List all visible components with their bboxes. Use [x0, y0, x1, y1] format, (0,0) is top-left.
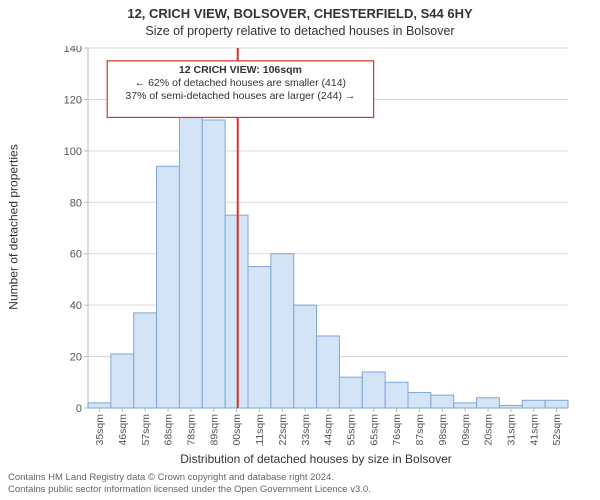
histogram-bar — [111, 354, 134, 408]
svg-text:60: 60 — [70, 249, 82, 261]
svg-text:220sqm: 220sqm — [483, 414, 495, 446]
svg-text:122sqm: 122sqm — [277, 414, 289, 446]
x-axis-label: Distribution of detached houses by size … — [60, 452, 572, 466]
svg-text:57sqm: 57sqm — [140, 414, 152, 446]
histogram-bar — [294, 305, 317, 408]
svg-text:252sqm: 252sqm — [551, 414, 563, 446]
y-axis-label: Number of detached properties — [6, 46, 22, 408]
svg-text:133sqm: 133sqm — [300, 414, 312, 446]
histogram-bar — [522, 400, 545, 408]
chart-svg: 0 20 40 60 80 100 120 140 35sqm 46sqm 57sqm 68sqm 78… — [60, 46, 572, 446]
histogram-bar — [225, 215, 248, 408]
svg-text:140: 140 — [64, 46, 82, 55]
svg-text:80: 80 — [70, 197, 82, 209]
svg-text:144sqm: 144sqm — [323, 414, 335, 446]
histogram-bar — [454, 403, 477, 408]
svg-text:20: 20 — [70, 352, 82, 364]
svg-text:120: 120 — [64, 94, 82, 106]
svg-text:40: 40 — [70, 300, 82, 312]
svg-text:111sqm: 111sqm — [254, 414, 266, 446]
svg-text:68sqm: 68sqm — [163, 414, 175, 446]
svg-text:241sqm: 241sqm — [528, 414, 540, 446]
histogram-bar — [157, 166, 180, 408]
histogram-bar — [362, 372, 385, 408]
svg-text:100: 100 — [64, 146, 82, 158]
histogram-bar — [499, 405, 522, 408]
histogram-bar — [385, 382, 408, 408]
svg-text:231sqm: 231sqm — [506, 414, 518, 446]
histogram-bar — [339, 377, 362, 408]
histogram-bar — [431, 395, 454, 408]
annotation-line: 12 CRICH VIEW: 106sqm — [179, 64, 302, 76]
svg-text:78sqm: 78sqm — [186, 414, 198, 446]
histogram-bar — [202, 120, 225, 408]
chart-subtitle: Size of property relative to detached ho… — [0, 24, 600, 38]
histogram-bar — [545, 400, 568, 408]
histogram-bar — [179, 107, 202, 408]
svg-text:176sqm: 176sqm — [391, 414, 403, 446]
histogram-bar — [408, 393, 431, 408]
svg-text:46sqm: 46sqm — [117, 414, 129, 446]
histogram-bar — [271, 254, 294, 408]
svg-text:0: 0 — [76, 403, 82, 415]
svg-text:198sqm: 198sqm — [437, 414, 449, 446]
svg-text:89sqm: 89sqm — [208, 414, 220, 446]
svg-text:165sqm: 165sqm — [368, 414, 380, 446]
histogram-bar — [248, 267, 271, 408]
svg-text:209sqm: 209sqm — [460, 414, 472, 446]
annotation-line: 37% of semi-detached houses are larger (… — [125, 90, 355, 102]
svg-text:155sqm: 155sqm — [346, 414, 358, 446]
annotation-line: ← 62% of detached houses are smaller (41… — [135, 77, 346, 89]
svg-text:35sqm: 35sqm — [94, 414, 106, 446]
chart-footer: Contains HM Land Registry data © Crown c… — [8, 472, 592, 496]
histogram-bar — [317, 336, 340, 408]
histogram-bar — [477, 398, 500, 408]
footer-line-1: Contains HM Land Registry data © Crown c… — [8, 472, 592, 484]
chart-plot-area: 02040608010012014035sqm46sqm57sqm68sqm78… — [60, 46, 572, 408]
footer-line-2: Contains public sector information licen… — [8, 484, 592, 496]
svg-text:187sqm: 187sqm — [414, 414, 426, 446]
histogram-bar — [134, 313, 157, 408]
histogram-bar — [88, 403, 111, 408]
svg-text:100sqm: 100sqm — [231, 414, 243, 446]
chart-title: 12, CRICH VIEW, BOLSOVER, CHESTERFIELD, … — [0, 6, 600, 21]
